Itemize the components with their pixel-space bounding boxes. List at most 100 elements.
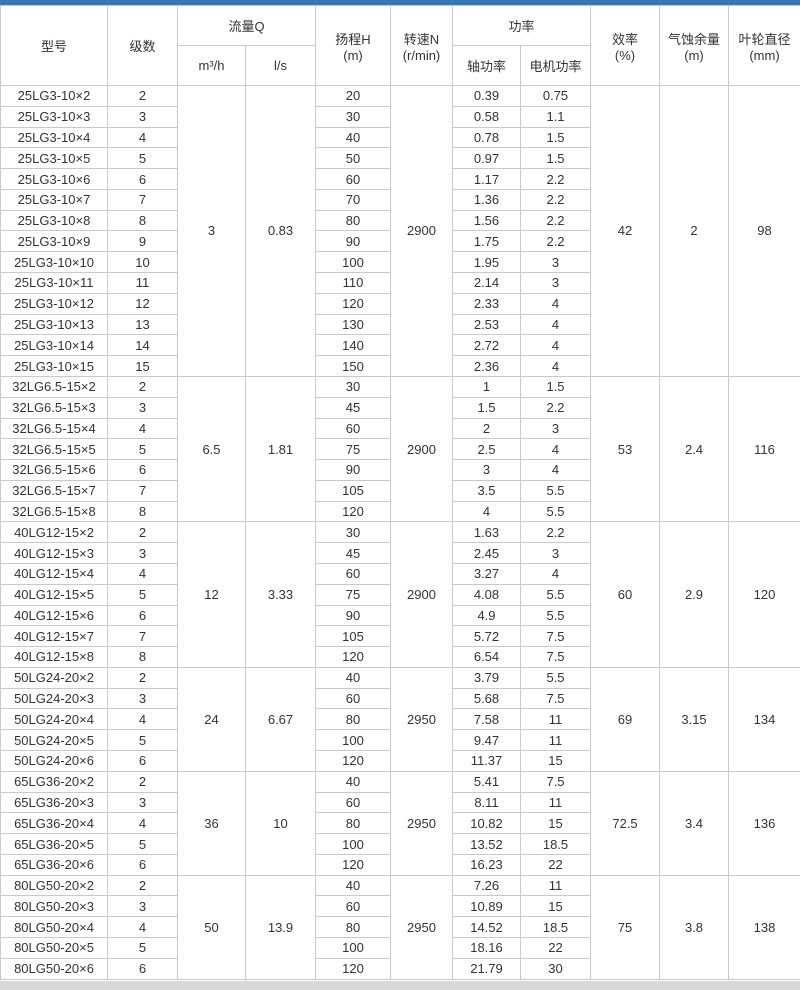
stages-cell: 15 — [107, 355, 178, 377]
impeller-cell: 98 — [728, 85, 800, 377]
shaft-power-cell: 13.52 — [452, 833, 521, 855]
motor-power-cell: 2.2 — [519, 168, 592, 190]
table-row: 32LG6.5-15×7 7 105 3.5 5.5 — [0, 479, 800, 502]
horizontal-scrollbar-track[interactable] — [0, 980, 800, 990]
stages-cell: 5 — [107, 833, 178, 855]
header-stages: 级数 — [107, 5, 178, 86]
shaft-power-cell: 2.33 — [452, 292, 521, 315]
stages-cell: 5 — [107, 147, 178, 170]
flow-m3h-cell: 6.5 — [177, 375, 246, 523]
header-npsh-line2: (m) — [684, 47, 704, 63]
motor-power-cell: 3 — [519, 251, 592, 274]
stages-cell: 5 — [107, 438, 178, 461]
shaft-power-cell: 5.41 — [452, 770, 521, 793]
model-cell: 32LG6.5-15×6 — [0, 459, 108, 481]
header-speed: 转速N (r/min) — [390, 5, 453, 86]
stages-cell: 8 — [107, 646, 178, 668]
npsh-cell: 2.9 — [659, 521, 730, 668]
table-row: 40LG12-15×4 4 60 3.27 4 — [0, 562, 800, 585]
stages-cell: 5 — [107, 729, 178, 751]
model-cell: 25LG3-10×15 — [0, 355, 108, 377]
table-row: 80LG50-20×5 5 100 18.16 22 — [0, 937, 800, 959]
header-efficiency: 效率 (%) — [590, 5, 661, 86]
model-cell: 25LG3-10×11 — [0, 272, 108, 294]
table-row: 25LG3-10×15 15 150 2.36 4 — [0, 355, 800, 377]
model-cell: 32LG6.5-15×3 — [0, 396, 108, 419]
motor-power-cell: 5.5 — [519, 583, 592, 606]
stages-cell: 4 — [107, 916, 178, 939]
efficiency-cell: 75 — [590, 874, 661, 980]
shaft-power-cell: 3.27 — [452, 562, 521, 585]
shaft-power-cell: 5.68 — [452, 687, 521, 710]
motor-power-cell: 1.1 — [519, 105, 592, 128]
header-npsh: 气蚀余量 (m) — [659, 5, 730, 86]
impeller-cell: 120 — [728, 521, 800, 668]
motor-power-cell: 1.5 — [519, 375, 592, 398]
stages-cell: 3 — [107, 687, 178, 710]
header-row-2: m³/h l/s 轴功率 电机功率 — [1, 45, 800, 86]
shaft-power-cell: 11.37 — [452, 750, 521, 772]
model-cell: 80LG50-20×3 — [0, 895, 108, 918]
shaft-power-cell: 3 — [452, 459, 521, 481]
model-cell: 25LG3-10×8 — [0, 209, 108, 232]
stages-cell: 2 — [107, 874, 178, 897]
motor-power-cell: 2.2 — [519, 209, 592, 232]
table-row: 65LG36-20×3 3 60 8.11 11 — [0, 791, 800, 814]
impeller-cell: 138 — [728, 874, 800, 980]
motor-power-cell: 5.5 — [519, 604, 592, 627]
shaft-power-cell: 16.23 — [452, 853, 521, 876]
efficiency-cell: 53 — [590, 375, 661, 523]
header-efficiency-line2: (%) — [614, 47, 636, 63]
head-cell: 105 — [315, 479, 391, 502]
header-impeller-line2: (mm) — [749, 47, 780, 63]
motor-power-cell: 15 — [519, 750, 592, 772]
model-cell: 40LG12-15×3 — [0, 542, 108, 564]
motor-power-cell: 4 — [519, 334, 592, 357]
head-cell: 120 — [315, 750, 391, 772]
shaft-power-cell: 3.79 — [452, 666, 521, 689]
model-cell: 50LG24-20×2 — [0, 666, 108, 689]
stages-cell: 8 — [107, 209, 178, 232]
table-row: 25LG3-10×10 10 100 1.95 3 — [0, 251, 800, 274]
head-cell: 100 — [315, 251, 391, 274]
table-row: 40LG12-15×3 3 45 2.45 3 — [0, 542, 800, 564]
flow-m3h-cell: 24 — [177, 666, 246, 772]
stages-cell: 2 — [107, 375, 178, 398]
speed-cell: 2950 — [390, 666, 453, 772]
shaft-power-cell: 2.36 — [452, 355, 521, 377]
stages-cell: 6 — [107, 168, 178, 190]
head-cell: 120 — [315, 957, 391, 980]
table-header: 型号 级数 流量Q 扬程H (m) 转速N (r/min) 功率 效率 (%) 气蚀余… — [0, 5, 800, 86]
head-cell: 90 — [315, 604, 391, 627]
header-flow-m3h: m³/h — [177, 45, 246, 86]
table-row: 65LG36-20×2 2 36 10 40 2950 5.41 7.5 72.5 3.4 136 — [0, 770, 800, 876]
motor-power-cell: 30 — [519, 957, 592, 980]
stages-cell: 9 — [107, 230, 178, 253]
shaft-power-cell: 0.39 — [452, 85, 521, 107]
model-cell: 25LG3-10×14 — [0, 334, 108, 357]
motor-power-cell: 11 — [519, 708, 592, 731]
head-cell: 30 — [315, 521, 391, 544]
stages-cell: 7 — [107, 188, 178, 211]
shaft-power-cell: 1.5 — [452, 396, 521, 419]
model-cell: 32LG6.5-15×4 — [0, 417, 108, 440]
shaft-power-cell: 7.58 — [452, 708, 521, 731]
table-row: 50LG24-20×5 5 100 9.47 11 — [0, 729, 800, 751]
model-cell: 65LG36-20×6 — [0, 853, 108, 876]
model-cell: 25LG3-10×10 — [0, 251, 108, 274]
stages-cell: 4 — [107, 126, 178, 149]
shaft-power-cell: 8.11 — [452, 791, 521, 814]
header-row-1: 型号 级数 流量Q 扬程H (m) 转速N (r/min) 功率 效率 (%) 气蚀余… — [0, 5, 800, 86]
table-body: 25LG3-10×2 2 3 0.83 20 2900 0.39 0.75 42 2 98 25LG3… — [0, 85, 800, 980]
model-cell: 25LG3-10×5 — [0, 147, 108, 170]
table-row: 32LG6.5-15×2 2 6.5 1.81 30 2900 1 1.5 53 2.4 116 — [0, 375, 800, 523]
model-cell: 32LG6.5-15×2 — [0, 375, 108, 398]
motor-power-cell: 11 — [519, 874, 592, 897]
shaft-power-cell: 14.52 — [452, 916, 521, 939]
head-cell: 45 — [315, 396, 391, 419]
speed-cell: 2900 — [390, 85, 453, 377]
header-impeller-line1: 叶轮直径 — [738, 31, 791, 47]
flow-m3h-cell: 36 — [177, 770, 246, 876]
stages-cell: 12 — [107, 292, 178, 315]
model-cell: 40LG12-15×6 — [0, 604, 108, 627]
